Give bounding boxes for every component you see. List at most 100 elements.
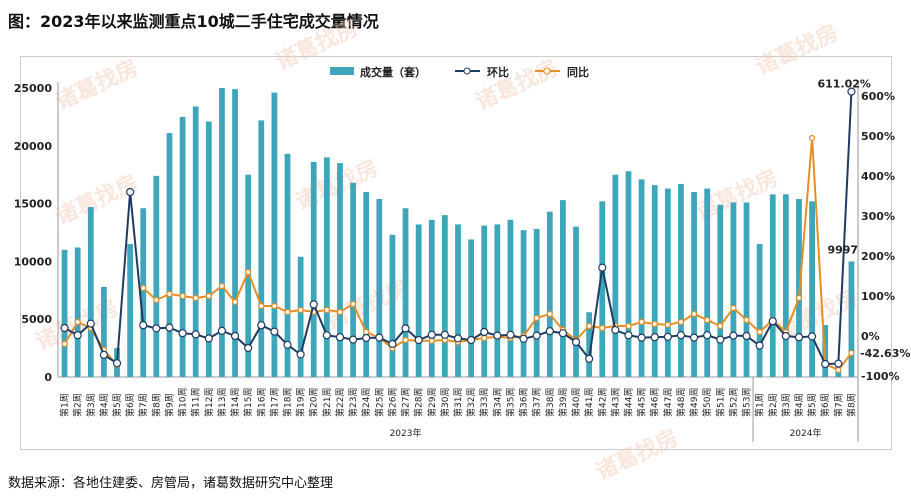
x-tick-label: 第26周 xyxy=(386,388,398,417)
yoy-point xyxy=(218,282,226,290)
bar xyxy=(140,208,147,377)
x-tick-label: 第39周 xyxy=(557,388,569,417)
mom-point xyxy=(99,350,109,359)
yoy-point xyxy=(74,318,81,326)
mom-point xyxy=(230,331,240,341)
left-tick-label: 20000 xyxy=(14,140,53,153)
mom-point xyxy=(807,332,817,341)
mom-point xyxy=(453,334,463,343)
bar xyxy=(232,89,238,377)
mom-point xyxy=(322,331,331,340)
yoy-point xyxy=(323,306,330,314)
mom-point xyxy=(545,327,554,336)
x-tick-label: 第35周 xyxy=(504,388,516,417)
mom-point xyxy=(283,340,292,349)
yoy-point xyxy=(651,320,658,328)
x-tick-label: 第37周 xyxy=(531,388,543,417)
bar xyxy=(520,230,527,377)
watermark: 诸葛找房 xyxy=(472,55,563,116)
legend-yoy-label: 同比 xyxy=(567,65,589,79)
x-tick-label: 第33周 xyxy=(478,388,490,417)
bar xyxy=(533,229,540,377)
bar xyxy=(651,185,658,377)
mom-point xyxy=(270,327,279,336)
yoy-point xyxy=(808,134,816,142)
bar xyxy=(363,192,370,377)
x-tick-label: 第50周 xyxy=(701,388,713,417)
mom-point xyxy=(375,333,384,342)
mom-point xyxy=(742,331,751,341)
bar xyxy=(560,200,566,377)
mom-point xyxy=(506,330,515,339)
x-tick-label: 第45周 xyxy=(636,388,648,417)
mom-point xyxy=(663,332,672,341)
bar xyxy=(612,174,619,377)
yoy-point xyxy=(677,318,685,326)
yoy-point xyxy=(835,366,842,374)
bar xyxy=(61,249,68,377)
yoy-point xyxy=(756,328,763,336)
bar xyxy=(179,116,186,378)
mom-point xyxy=(493,331,502,340)
chart-title: 图：2023年以来监测重点10城二手住宅成交量情况 xyxy=(8,12,379,31)
mom-point xyxy=(414,335,423,345)
bar xyxy=(310,161,317,377)
mom-point xyxy=(348,335,358,344)
right-tick-label: 0% xyxy=(861,330,880,343)
bar xyxy=(127,244,134,377)
x-tick-label: 第6周 xyxy=(819,393,831,417)
bar xyxy=(284,153,291,377)
mom-point xyxy=(440,330,449,339)
mom-point xyxy=(847,87,856,96)
mom-point xyxy=(73,331,82,340)
x-tick-label: 第18周 xyxy=(282,388,294,417)
right-tick-label: 400% xyxy=(861,170,895,183)
yoy-point xyxy=(284,308,291,316)
mom-point xyxy=(689,333,699,342)
x-tick-label: 第2周 xyxy=(767,393,779,417)
x-tick-label: 第5周 xyxy=(806,393,818,417)
bar xyxy=(848,261,855,377)
bar xyxy=(494,224,501,377)
legend-mom-label: 环比 xyxy=(487,65,509,79)
bar xyxy=(743,202,750,377)
x-tick-label: 第25周 xyxy=(373,388,385,417)
yoy-point xyxy=(245,268,252,276)
x-tick-label: 第51周 xyxy=(714,388,726,417)
bar xyxy=(717,204,724,377)
mom-point xyxy=(480,327,489,337)
bar xyxy=(782,194,789,377)
bar xyxy=(664,188,671,377)
mom-point xyxy=(729,331,738,340)
x-tick-label: 第19周 xyxy=(295,388,307,417)
yoy-point xyxy=(664,321,671,328)
group-label: 2023年 xyxy=(390,427,422,439)
yoy-point xyxy=(481,334,488,342)
mom-point xyxy=(139,321,148,330)
bar xyxy=(481,225,488,377)
bar xyxy=(205,121,212,377)
yoy-point xyxy=(166,290,173,298)
x-tick-label: 第4周 xyxy=(793,393,805,417)
x-tick-label: 第1周 xyxy=(754,393,766,417)
x-tick-label: 第1周 xyxy=(59,393,71,417)
bar xyxy=(638,179,645,377)
legend-mom-marker xyxy=(463,67,471,75)
x-tick-label: 第42周 xyxy=(596,388,608,417)
yoy-point xyxy=(428,337,435,344)
group-label: 2024年 xyxy=(790,427,822,439)
bar xyxy=(153,175,160,377)
bar xyxy=(192,106,199,377)
mom-point xyxy=(296,350,305,359)
mom-point xyxy=(821,359,830,369)
x-tick-label: 第13周 xyxy=(216,388,228,417)
bar xyxy=(769,194,776,377)
yoy-point xyxy=(179,292,186,300)
yoy-point xyxy=(153,296,160,304)
x-tick-label: 第17周 xyxy=(268,388,280,417)
source-note: 数据来源：各地住建委、房管局，诸葛数据研究中心整理 xyxy=(8,476,334,491)
yoy-point xyxy=(336,308,344,316)
x-tick-label: 第8周 xyxy=(150,393,162,417)
mom-point xyxy=(611,325,620,335)
mom-point xyxy=(585,354,594,363)
